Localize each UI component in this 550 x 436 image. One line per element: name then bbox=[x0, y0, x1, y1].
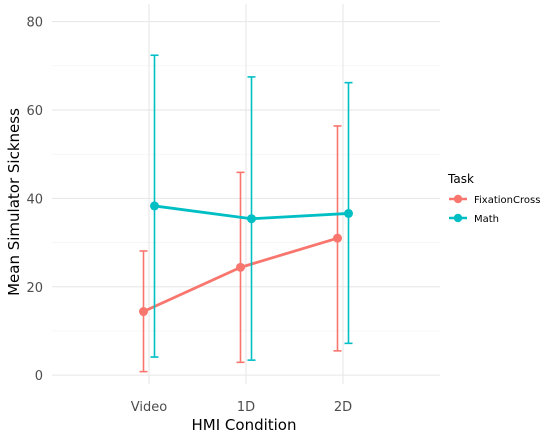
y-axis-ticks: 0 20 40 60 80 bbox=[26, 16, 43, 384]
series-fixationcross bbox=[139, 125, 342, 373]
series-math bbox=[150, 54, 353, 361]
data-point-fixationcross bbox=[139, 307, 148, 317]
data-point-fixationcross bbox=[236, 262, 245, 272]
x-tick-label: Video bbox=[131, 400, 167, 415]
y-axis-title: Mean Simulator Sickness bbox=[5, 108, 23, 296]
legend-item-fixationcross: FixationCross bbox=[449, 194, 540, 206]
y-tick-label: 80 bbox=[26, 16, 43, 31]
y-tick-label: 20 bbox=[26, 281, 43, 296]
legend-title: Task bbox=[447, 172, 474, 186]
y-tick-label: 0 bbox=[35, 369, 43, 384]
data-point-math bbox=[247, 214, 256, 224]
series-layer bbox=[139, 54, 353, 373]
x-axis-ticks: Video 1D 2D bbox=[131, 400, 352, 415]
legend-label: Math bbox=[474, 214, 499, 225]
x-axis-title: HMI Condition bbox=[192, 416, 297, 434]
legend-label: FixationCross bbox=[474, 195, 540, 206]
data-point-math bbox=[150, 201, 159, 211]
data-point-fixationcross bbox=[333, 233, 342, 243]
legend-key-point bbox=[453, 194, 463, 204]
grid bbox=[52, 4, 440, 384]
legend: Task FixationCross Math bbox=[447, 172, 540, 225]
x-tick-label: 1D bbox=[237, 400, 255, 415]
y-tick-label: 60 bbox=[26, 104, 43, 119]
legend-key-point bbox=[453, 213, 463, 223]
x-tick-label: 2D bbox=[334, 400, 352, 415]
legend-item-math: Math bbox=[449, 213, 499, 225]
y-tick-label: 40 bbox=[26, 192, 43, 207]
data-point-math bbox=[344, 208, 353, 218]
